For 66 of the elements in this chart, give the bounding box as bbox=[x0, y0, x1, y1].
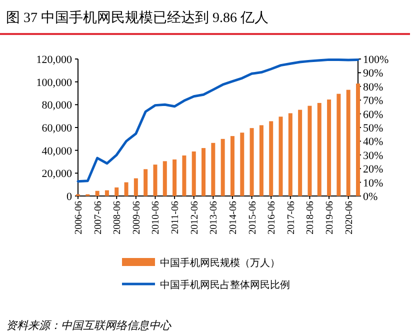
bar bbox=[298, 110, 302, 196]
bar bbox=[288, 113, 292, 196]
y2-tick-label: 50% bbox=[363, 122, 384, 134]
x-tick-label: 2007-06 bbox=[92, 201, 104, 234]
x-tick-label: 2014-06 bbox=[228, 201, 239, 234]
bar bbox=[182, 155, 186, 196]
x-tick-label: 2009-06 bbox=[131, 201, 142, 234]
y2-tick-label: 80% bbox=[363, 81, 384, 94]
bar bbox=[220, 138, 225, 196]
bar bbox=[162, 161, 167, 196]
line-series bbox=[76, 58, 360, 183]
bar bbox=[202, 148, 206, 196]
x-tick-label: 2015-06 bbox=[247, 201, 258, 234]
x-tick-label: 2020-06 bbox=[344, 201, 355, 234]
bar bbox=[211, 142, 216, 196]
bar bbox=[124, 182, 128, 196]
y-tick-label: 120,000 bbox=[36, 54, 72, 66]
bar bbox=[327, 100, 332, 196]
chart-title: 图 37 中国手机网民规模已经达到 9.86 亿人 bbox=[6, 10, 268, 26]
y-tick-label: 40,000 bbox=[42, 145, 72, 158]
y2-tick-label: 90% bbox=[363, 68, 384, 80]
y2-tick-label: 100% bbox=[363, 54, 389, 66]
y2-tick-label: 20% bbox=[363, 164, 384, 176]
y-tick-label: 60,000 bbox=[42, 122, 72, 134]
bar bbox=[308, 106, 312, 196]
y2-tick-label: 10% bbox=[363, 177, 384, 190]
x-tick-label: 2013-06 bbox=[208, 201, 220, 234]
bar bbox=[192, 151, 196, 196]
y-tick-label: 100,000 bbox=[36, 76, 72, 89]
y2-tick-label: 60% bbox=[363, 108, 384, 121]
x-tick-label: 2012-06 bbox=[189, 201, 200, 234]
bar bbox=[259, 125, 264, 196]
x-tick-label: 2017-06 bbox=[286, 201, 297, 234]
bar bbox=[317, 102, 322, 196]
legend-label: 中国手机网民占整体网民比例 bbox=[160, 279, 290, 291]
x-tick-label: 2019-06 bbox=[324, 201, 336, 234]
bar bbox=[250, 128, 254, 196]
y2-tick-label: 0% bbox=[363, 191, 378, 203]
x-tick-label: 2018-06 bbox=[305, 201, 316, 234]
x-tick-label: 2006-06 bbox=[74, 201, 84, 234]
y2-tick-label: 30% bbox=[363, 150, 384, 162]
bar bbox=[114, 187, 119, 196]
y-tick-label: 80,000 bbox=[42, 100, 72, 112]
y2-tick-label: 40% bbox=[363, 136, 384, 148]
bar bbox=[240, 132, 244, 196]
bar bbox=[153, 164, 158, 196]
bar bbox=[104, 190, 109, 196]
y-tick-label: 20,000 bbox=[42, 168, 72, 180]
legend-label: 中国手机网民规模（万人） bbox=[160, 257, 280, 269]
bar bbox=[336, 94, 341, 196]
y2-tick-label: 70% bbox=[363, 95, 384, 108]
text: 资料来源：中国互联网络信息中心 bbox=[6, 319, 172, 332]
bar bbox=[346, 90, 350, 196]
x-tick-label: 2016-06 bbox=[266, 201, 278, 234]
y-tick-label: 0 bbox=[66, 191, 72, 203]
x-tick-label: 2011-06 bbox=[170, 201, 182, 234]
bar bbox=[134, 178, 138, 196]
bar bbox=[144, 169, 148, 196]
bar bbox=[172, 159, 177, 196]
bar bbox=[95, 190, 100, 196]
x-tick-label: 2008-06 bbox=[112, 201, 124, 234]
x-tick-label: 2010-06 bbox=[150, 201, 162, 234]
bar bbox=[278, 116, 283, 196]
bar bbox=[356, 84, 360, 196]
bar bbox=[269, 121, 274, 196]
bar bbox=[230, 136, 234, 196]
